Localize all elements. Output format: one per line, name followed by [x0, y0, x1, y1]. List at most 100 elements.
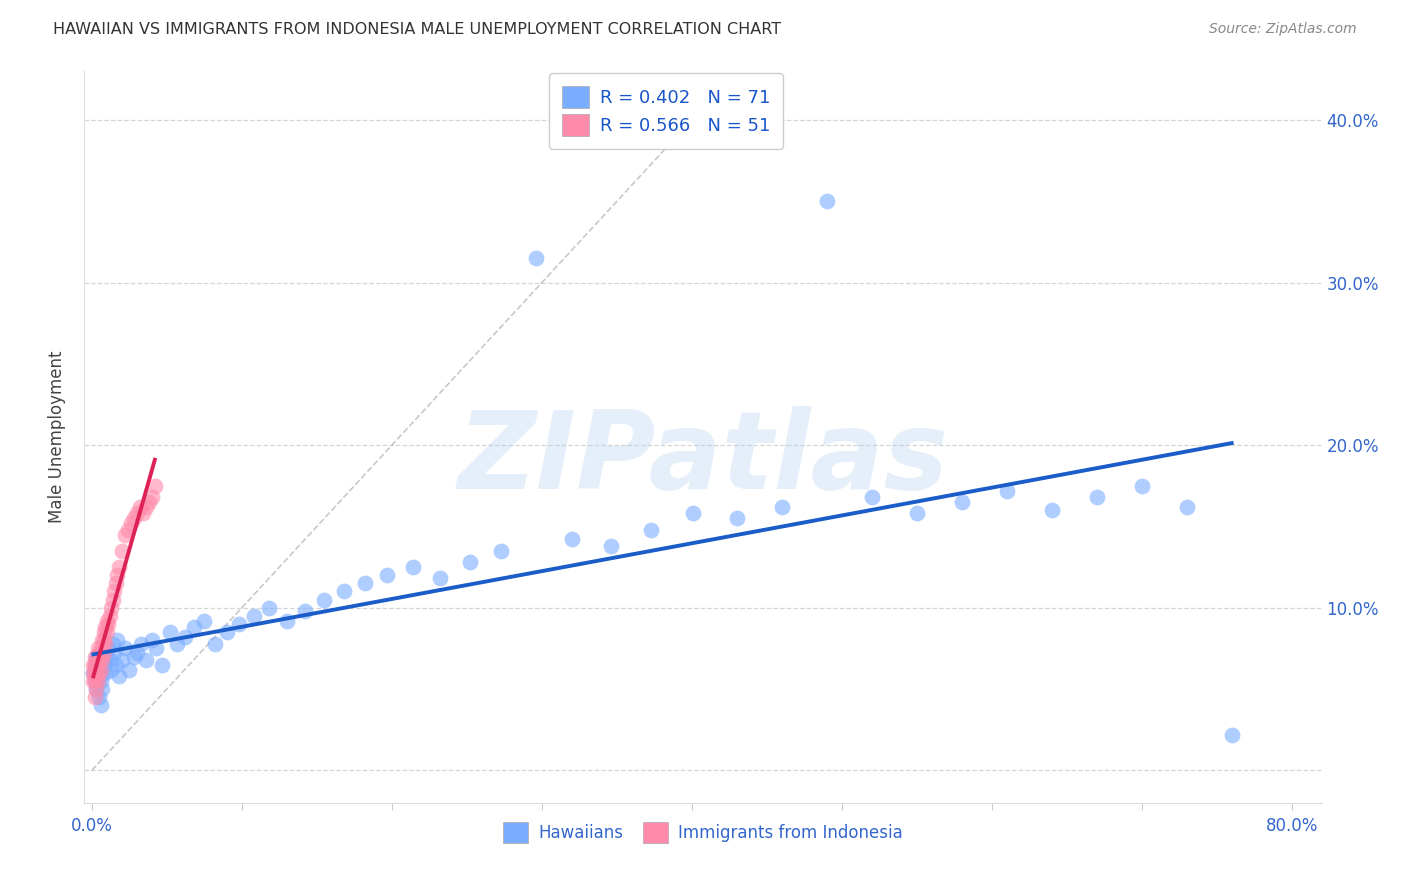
Point [1175, 500, 1198, 514]
Point [90, 663, 112, 677]
Point [1040, 503, 1063, 517]
Point [105, 568, 128, 582]
Point [193, 614, 215, 628]
Point [87, 673, 110, 688]
Point [111, 653, 134, 667]
Point [215, 625, 238, 640]
Point [86, 681, 108, 696]
Point [145, 641, 167, 656]
Point [87, 641, 110, 656]
Point [120, 516, 142, 531]
Point [91, 665, 114, 680]
Point [89, 657, 111, 672]
Point [204, 636, 226, 650]
Point [82, 665, 104, 680]
Point [117, 523, 139, 537]
Point [87, 657, 110, 672]
Point [82, 673, 104, 688]
Point [228, 617, 250, 632]
Point [257, 600, 280, 615]
Point [138, 495, 160, 509]
Point [682, 507, 704, 521]
Point [108, 669, 131, 683]
Point [91, 633, 114, 648]
Point [83, 649, 105, 664]
Point [132, 507, 155, 521]
Point [103, 646, 125, 660]
Point [90, 698, 112, 713]
Point [100, 663, 122, 677]
Point [89, 690, 111, 705]
Point [83, 657, 105, 672]
Point [91, 681, 114, 696]
Point [89, 653, 111, 667]
Point [98, 608, 121, 623]
Point [96, 649, 118, 664]
Point [86, 669, 108, 683]
Point [122, 649, 145, 664]
Point [150, 657, 173, 672]
Point [87, 665, 110, 680]
Point [105, 633, 128, 648]
Y-axis label: Male Unemployment: Male Unemployment [48, 351, 66, 524]
Point [93, 625, 115, 640]
Point [125, 646, 148, 660]
Point [114, 527, 136, 541]
Point [1085, 490, 1108, 504]
Point [83, 665, 105, 680]
Point [128, 500, 150, 514]
Point [87, 649, 110, 664]
Point [98, 653, 121, 667]
Point [90, 673, 112, 688]
Point [82, 657, 104, 672]
Point [276, 614, 298, 628]
Point [131, 636, 153, 650]
Point [458, 555, 481, 569]
Text: Source: ZipAtlas.com: Source: ZipAtlas.com [1209, 22, 1357, 37]
Point [135, 500, 157, 514]
Point [375, 568, 398, 582]
Point [86, 649, 108, 664]
Point [86, 681, 108, 696]
Point [97, 641, 120, 656]
Point [402, 560, 425, 574]
Point [314, 592, 336, 607]
Point [122, 511, 145, 525]
Point [91, 653, 114, 667]
Point [125, 507, 148, 521]
Point [599, 539, 621, 553]
Text: ZIPatlas: ZIPatlas [457, 406, 949, 512]
Point [83, 690, 105, 705]
Point [173, 630, 195, 644]
Point [96, 625, 118, 640]
Point [114, 641, 136, 656]
Point [93, 657, 115, 672]
Point [104, 657, 127, 672]
Point [141, 633, 163, 648]
Point [725, 511, 748, 525]
Point [94, 620, 117, 634]
Point [815, 194, 838, 209]
Point [100, 600, 122, 615]
Point [94, 636, 117, 650]
Point [905, 507, 928, 521]
Point [86, 663, 108, 677]
Point [108, 560, 131, 574]
Point [333, 584, 356, 599]
Point [429, 572, 451, 586]
Point [143, 479, 166, 493]
Point [90, 641, 112, 656]
Point [96, 614, 118, 628]
Point [87, 673, 110, 688]
Point [995, 483, 1018, 498]
Point [166, 636, 188, 650]
Point [524, 252, 547, 266]
Point [93, 633, 115, 648]
Point [83, 673, 105, 688]
Point [82, 665, 104, 680]
Point [89, 665, 111, 680]
Point [1130, 479, 1153, 493]
Text: HAWAIIAN VS IMMIGRANTS FROM INDONESIA MALE UNEMPLOYMENT CORRELATION CHART: HAWAIIAN VS IMMIGRANTS FROM INDONESIA MA… [53, 22, 782, 37]
Point [118, 663, 141, 677]
Point [353, 576, 375, 591]
